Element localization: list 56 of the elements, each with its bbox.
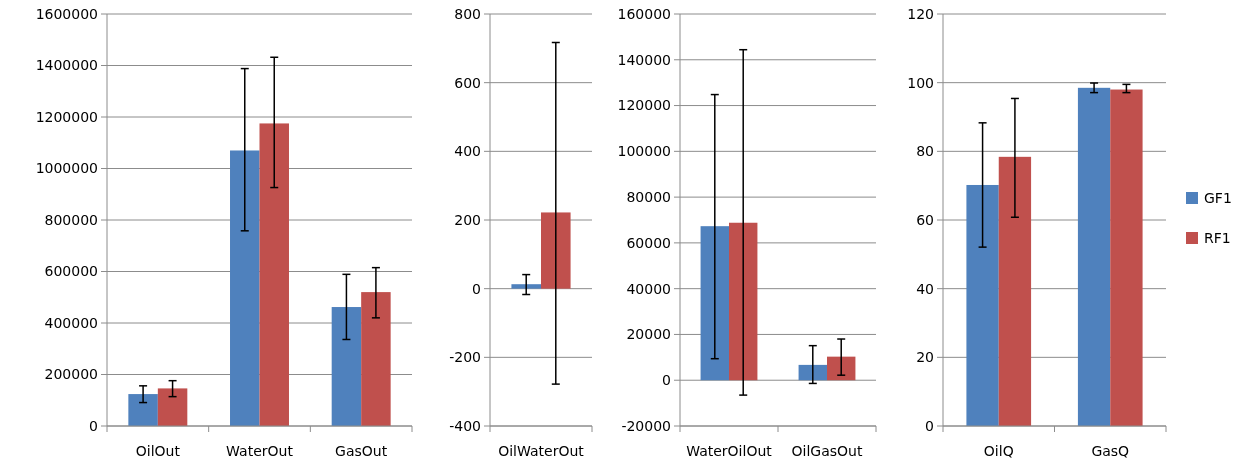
bar	[729, 222, 758, 381]
y-tick-label: 40000	[626, 280, 671, 297]
bar	[128, 394, 158, 426]
bar	[157, 388, 188, 426]
bar	[361, 292, 391, 426]
bar	[1110, 89, 1143, 426]
x-tick-label: OilGasOut	[791, 443, 863, 459]
x-tick-label: WaterOut	[226, 443, 294, 459]
y-tick-label: 1600000	[35, 5, 98, 22]
y-tick-label: 140000	[617, 51, 671, 68]
legend-label: GF1	[1204, 189, 1232, 206]
y-tick-label: 200	[454, 211, 481, 228]
y-tick-label: -20000	[621, 417, 671, 434]
bar	[700, 226, 729, 381]
y-tick-label: 800	[454, 5, 481, 22]
y-tick-label: 400000	[44, 314, 98, 331]
y-tick-label: 100	[907, 74, 934, 91]
y-tick-label: -200	[449, 349, 481, 366]
y-tick-label: 600	[454, 74, 481, 91]
x-tick-label: GasOut	[335, 443, 388, 459]
y-tick-label: 1400000	[35, 57, 98, 74]
bar	[331, 307, 362, 426]
y-tick-label: 0	[472, 280, 481, 297]
bar	[966, 184, 999, 426]
y-tick-label: 0	[89, 417, 98, 434]
y-tick-label: 1000000	[35, 160, 98, 177]
bar	[230, 150, 260, 426]
x-tick-label: OilWaterOut	[498, 443, 585, 459]
y-tick-label: 800000	[44, 211, 98, 228]
bar	[827, 356, 856, 381]
y-tick-label: 40	[916, 280, 934, 297]
y-tick-label: 0	[925, 417, 934, 434]
y-tick-label: 120	[907, 5, 934, 22]
y-tick-label: 20000	[626, 326, 671, 343]
y-tick-label: 20	[916, 349, 934, 366]
x-tick-label: OilQ	[983, 443, 1014, 459]
bar	[259, 123, 289, 426]
y-tick-label: 1200000	[35, 108, 98, 125]
x-tick-label: OilOut	[135, 443, 181, 459]
y-tick-label: 0	[662, 372, 671, 389]
x-tick-label: GasQ	[1091, 443, 1130, 459]
y-tick-label: 400	[454, 143, 481, 160]
y-tick-label: -400	[449, 417, 481, 434]
legend-label: RF1	[1204, 229, 1231, 246]
bar	[998, 156, 1032, 426]
y-tick-label: 80000	[626, 189, 671, 206]
y-tick-label: 60	[916, 211, 934, 228]
y-tick-label: 60000	[626, 234, 671, 251]
y-tick-label: 120000	[617, 97, 671, 114]
bar	[1077, 87, 1111, 426]
y-tick-label: 160000	[617, 5, 671, 22]
y-tick-label: 200000	[44, 366, 98, 383]
x-tick-label: WaterOilOut	[686, 443, 773, 459]
y-tick-label: 100000	[617, 143, 671, 160]
y-tick-label: 600000	[44, 263, 98, 280]
y-tick-label: 80	[916, 143, 934, 160]
